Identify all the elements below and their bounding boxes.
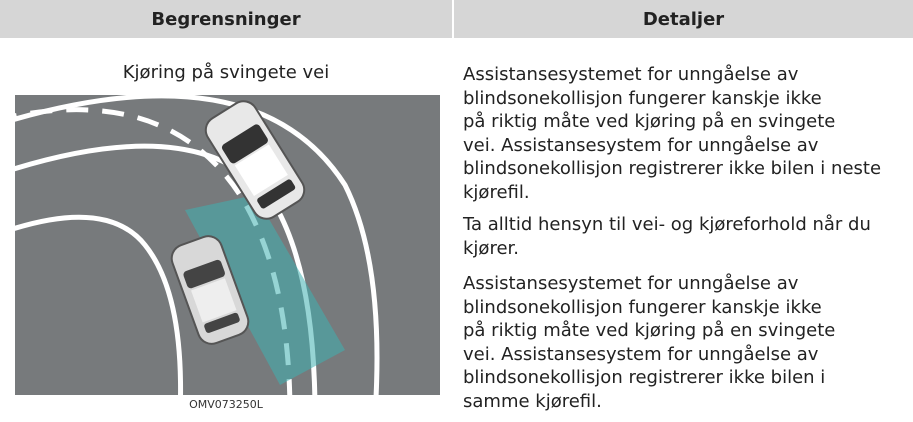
text-line: samme kjørefil.	[463, 390, 602, 412]
image-caption: OMV073250L	[189, 398, 263, 411]
text-line: på riktig måte ved kjøring på en svinget…	[463, 320, 836, 341]
text-line: vei. Assistansesystem for unngåelse av	[463, 134, 819, 156]
text-line: kjørefil.	[463, 181, 530, 203]
text-line: blindsonekollisjon registrerer ikke bile…	[463, 367, 826, 388]
paragraph: Ta alltid hensyn til vei- og kjøreforhol…	[463, 213, 908, 260]
text-line: vei. Assistansesystem for unngåelse av	[463, 343, 819, 365]
text-line: blindsonekollisjon registrerer ikke bile…	[463, 158, 882, 179]
text-line: Ta alltid hensyn til vei- og kjøreforhol…	[463, 214, 871, 235]
left-title: Kjøring på svingete vei	[122, 62, 330, 83]
column-divider	[452, 0, 453, 415]
text-line: Assistansesystemet for unngåelse av	[463, 64, 799, 85]
paragraph: Assistansesystemet for unngåelse av blind…	[463, 63, 908, 204]
illustration	[15, 95, 440, 395]
text-line: på riktig måte ved kjøring på en svinget…	[463, 111, 836, 132]
text-line: kjører.	[463, 237, 519, 259]
text-line: blindsonekollisjon fungerer kanskje ikke	[463, 87, 822, 109]
header-right: Detaljer	[454, 0, 913, 38]
paragraph: Assistansesystemet for unngåelse av blind…	[463, 272, 908, 413]
text-line: Assistansesystemet for unngåelse av	[463, 273, 799, 294]
text-line: blindsonekollisjon fungerer kanskje ikke	[463, 296, 822, 318]
header-left: Begrensninger	[0, 0, 452, 38]
details-text: Assistansesystemet for unngåelse av blind…	[463, 63, 908, 422]
